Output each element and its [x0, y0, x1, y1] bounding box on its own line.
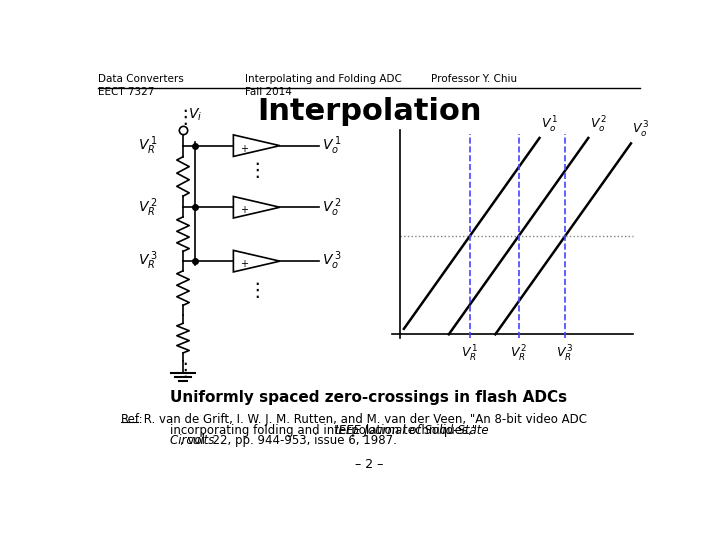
Text: Circuits: Circuits	[140, 434, 214, 448]
Text: $V_R^{\,3}$: $V_R^{\,3}$	[138, 250, 158, 273]
Text: $V_R^{\,2}$: $V_R^{\,2}$	[138, 196, 157, 219]
Text: Interpolating and Folding ADC
Fall 2014: Interpolating and Folding ADC Fall 2014	[245, 74, 402, 97]
Text: $V_o^{\,2}$: $V_o^{\,2}$	[590, 115, 607, 135]
Text: ⋮: ⋮	[176, 361, 195, 380]
Text: ⋮: ⋮	[176, 107, 195, 127]
Text: $V_R^{\,3}$: $V_R^{\,3}$	[557, 343, 574, 363]
Text: IEEE Journal of Solid-State: IEEE Journal of Solid-State	[335, 423, 489, 437]
Text: Professor Y. Chiu: Professor Y. Chiu	[431, 74, 517, 84]
Text: +: +	[240, 144, 248, 154]
Text: $V_i$: $V_i$	[188, 106, 202, 123]
Text: – 2 –: – 2 –	[355, 458, 383, 471]
Text: R. van de Grift, I. W. J. M. Rutten, and M. van der Veen, "An 8-bit video ADC: R. van de Grift, I. W. J. M. Rutten, and…	[140, 413, 587, 426]
Text: $V_R^{\,1}$: $V_R^{\,1}$	[138, 134, 157, 157]
Text: Uniformly spaced zero-crossings in flash ADCs: Uniformly spaced zero-crossings in flash…	[171, 390, 567, 405]
Text: ⋮: ⋮	[247, 281, 266, 300]
Text: $V_o^{\,2}$: $V_o^{\,2}$	[323, 196, 342, 219]
Text: ⋮: ⋮	[247, 161, 266, 180]
Text: , vol. 22, pp. 944-953, issue 6, 1987.: , vol. 22, pp. 944-953, issue 6, 1987.	[180, 434, 397, 448]
Text: $V_o^{\,3}$: $V_o^{\,3}$	[323, 250, 342, 273]
Text: Interpolation: Interpolation	[257, 97, 481, 126]
Text: $V_R^{\,1}$: $V_R^{\,1}$	[461, 343, 479, 363]
Text: $V_o^{\,3}$: $V_o^{\,3}$	[632, 120, 650, 140]
Text: +: +	[240, 205, 248, 215]
Text: +: +	[240, 259, 248, 269]
Text: $V_R^{\,2}$: $V_R^{\,2}$	[510, 343, 527, 363]
Text: incorporating folding and interpolation techniques,": incorporating folding and interpolation …	[140, 423, 481, 437]
Text: Data Converters
EECT 7327: Data Converters EECT 7327	[98, 74, 184, 97]
Text: Ref:: Ref:	[121, 413, 143, 426]
Text: $V_o^{\,1}$: $V_o^{\,1}$	[323, 134, 342, 157]
Text: $V_o^{\,1}$: $V_o^{\,1}$	[541, 115, 559, 135]
